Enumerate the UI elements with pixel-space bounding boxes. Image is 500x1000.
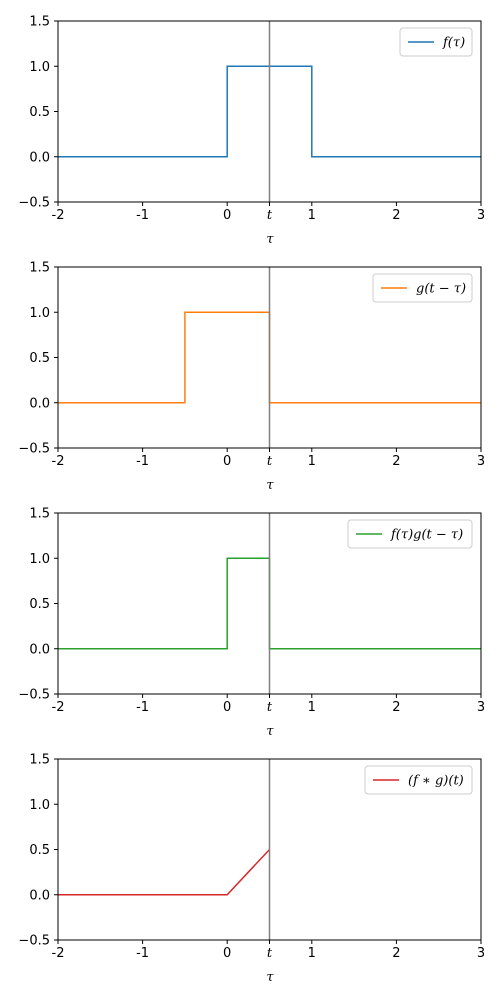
legend-label: (f ∗ g)(t) (408, 774, 464, 789)
y-tick-label: 1.0 (29, 798, 50, 813)
y-tick-label: 1.0 (29, 552, 50, 567)
legend-box (372, 273, 473, 303)
y-tick-label: 0.0 (29, 396, 50, 411)
subplot-3: -2 -1 0 t 1 2 3 −0.5 0.0 0.5 1.0 1.5 τ f(τ)g(t − τ) (18, 507, 485, 740)
x-tick-label: 2 (392, 208, 400, 223)
y-tick-label: 0.5 (29, 843, 50, 858)
y-tick-label: 0.5 (29, 351, 50, 366)
series-line-4-1 (58, 848, 271, 896)
x-tick-label: 1 (308, 454, 316, 469)
x-axis-label: τ (266, 232, 274, 247)
legend-box (364, 765, 473, 795)
y-tick-label: 1.5 (29, 15, 50, 30)
x-tick-label: 2 (392, 946, 400, 961)
subplot-2: -2 -1 0 t 1 2 3 −0.5 0.0 0.5 1.0 1.5 τ g(t − τ) (18, 261, 485, 494)
x-tick-label: t (267, 208, 273, 223)
legend-box (399, 27, 473, 57)
y-tick-label: −0.5 (18, 934, 50, 949)
x-axis-label: τ (266, 478, 274, 493)
y-tick-label: 1.0 (29, 306, 50, 321)
legend-label: g(t − τ) (416, 282, 466, 297)
x-tick-label: -1 (136, 454, 149, 469)
x-tick-label: 1 (308, 700, 316, 715)
x-tick-label: -1 (136, 946, 149, 961)
x-tick-label: 0 (223, 700, 231, 715)
legend: f(τ) (399, 27, 473, 57)
x-tick-label: 3 (477, 454, 485, 469)
legend-label: f(τ)g(t − τ) (390, 528, 463, 543)
y-tick-label: 1.0 (29, 60, 50, 75)
y-tick-label: 1.5 (29, 753, 50, 768)
x-tick-label: 2 (392, 454, 400, 469)
y-tick-label: 1.5 (29, 507, 50, 522)
subplot-1: -2 -1 0 t 1 2 3 −0.5 0.0 0.5 1.0 1.5 τ f(τ) (18, 15, 485, 248)
x-axis-label: τ (266, 724, 274, 739)
x-axis-label: τ (266, 970, 274, 985)
x-tick-label: 1 (308, 208, 316, 223)
x-tick-label: -1 (136, 208, 149, 223)
series-line-3-1 (58, 557, 481, 650)
x-tick-label: 3 (477, 208, 485, 223)
y-tick-label: −0.5 (18, 688, 50, 703)
y-tick-label: 0.5 (29, 597, 50, 612)
legend-box (347, 519, 473, 549)
y-tick-label: 1.5 (29, 261, 50, 276)
legend-label: f(τ) (442, 36, 465, 51)
x-tick-label: -2 (52, 700, 65, 715)
x-tick-label: 0 (223, 946, 231, 961)
series-line-2-1 (58, 311, 481, 404)
legend: g(t − τ) (372, 273, 473, 303)
x-tick-label: -1 (136, 700, 149, 715)
x-tick-label: t (267, 454, 273, 469)
legend: f(τ)g(t − τ) (347, 519, 473, 549)
x-tick-label: 0 (223, 208, 231, 223)
y-tick-label: 0.0 (29, 150, 50, 165)
x-tick-label: 3 (477, 700, 485, 715)
x-tick-label: 3 (477, 946, 485, 961)
x-tick-label: t (267, 946, 273, 961)
legend: (f ∗ g)(t) (364, 765, 473, 795)
x-tick-label: 1 (308, 946, 316, 961)
x-tick-label: t (267, 700, 273, 715)
subplot-4: -2 -1 0 t 1 2 3 −0.5 0.0 0.5 1.0 1.5 τ (f ∗ g)(t) (18, 753, 485, 986)
x-tick-label: -2 (52, 454, 65, 469)
y-tick-label: −0.5 (18, 196, 50, 211)
x-tick-label: -2 (52, 208, 65, 223)
y-tick-label: 0.0 (29, 642, 50, 657)
x-tick-label: -2 (52, 946, 65, 961)
y-tick-label: −0.5 (18, 442, 50, 457)
y-tick-label: 0.0 (29, 888, 50, 903)
y-tick-label: 0.5 (29, 105, 50, 120)
x-tick-label: 2 (392, 700, 400, 715)
x-tick-label: 0 (223, 454, 231, 469)
